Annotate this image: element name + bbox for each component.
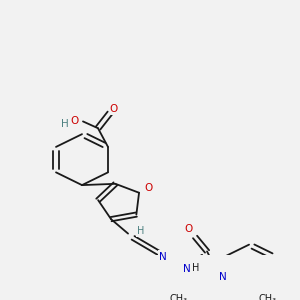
Text: O: O (71, 116, 79, 126)
Text: CH₃: CH₃ (259, 294, 277, 300)
Text: H: H (61, 119, 69, 129)
Text: N: N (159, 251, 167, 262)
Text: N: N (183, 264, 191, 274)
Text: H: H (137, 226, 145, 236)
Text: H: H (192, 263, 200, 273)
Text: O: O (144, 184, 152, 194)
Text: O: O (110, 104, 118, 114)
Text: N: N (219, 272, 227, 282)
Text: O: O (184, 224, 192, 234)
Text: CH₃: CH₃ (169, 294, 187, 300)
